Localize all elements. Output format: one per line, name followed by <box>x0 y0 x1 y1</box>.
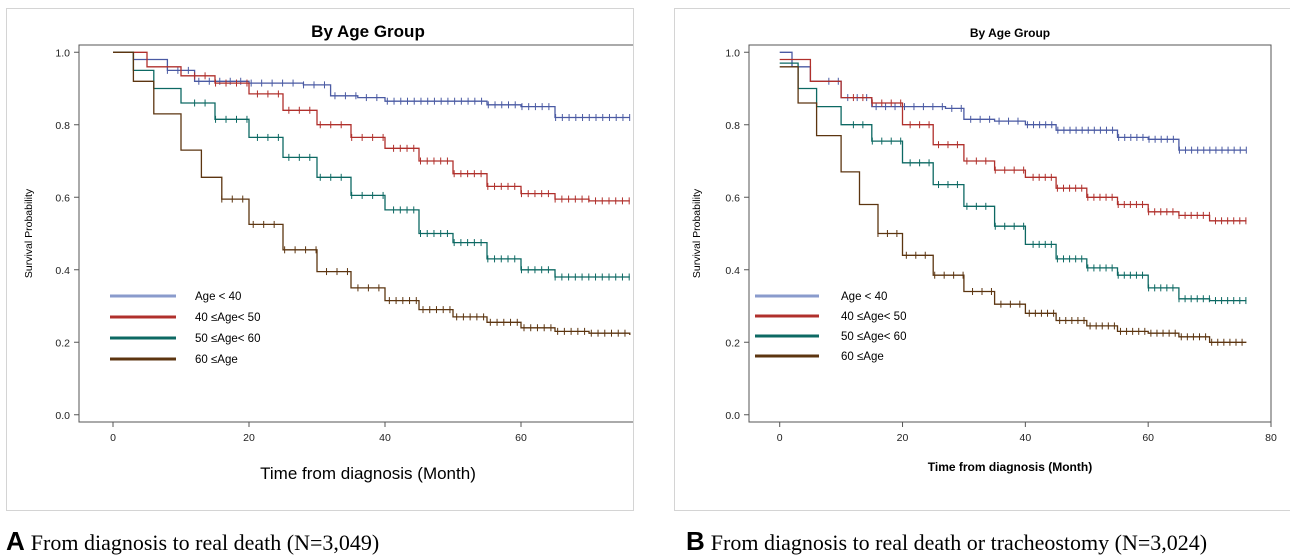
series-line <box>779 66 1247 343</box>
series-line <box>113 51 630 119</box>
y-tick-label: 1.0 <box>725 47 740 59</box>
y-axis-label: Survival Probability <box>691 188 703 278</box>
x-tick-label: 20 <box>243 432 255 444</box>
x-tick-label: 40 <box>379 432 391 444</box>
series-line <box>113 51 631 335</box>
legend-label: 50 ≤Age< 60 <box>195 333 260 345</box>
caption-text-a: From diagnosis to real death (N=3,049) <box>30 530 380 555</box>
plot-frame <box>748 44 1272 423</box>
y-tick-label: 0.0 <box>55 410 70 422</box>
x-tick-label: 0 <box>110 432 116 444</box>
plot-frame <box>78 44 633 423</box>
series-line <box>779 62 1247 302</box>
chart-svg-a: By Age Group0204060800.00.20.40.60.81.0T… <box>23 22 633 483</box>
legend-label: 60 ≤Age <box>195 354 238 366</box>
x-axis-label: Time from diagnosis (Month) <box>260 464 476 483</box>
chart-svg-b: By Age Group 0 20 40 60 80 0.0 0.2 0.4 0.6 0.8 1.0 T… <box>691 26 1277 474</box>
legend-label: 50 ≤Age< 60 <box>841 331 906 343</box>
x-tick-label: 60 <box>515 432 527 444</box>
x-tick-label: 60 <box>1142 432 1154 444</box>
y-tick-label: 0.4 <box>55 265 70 277</box>
chart-panel-a: By Age Group0204060800.00.20.40.60.81.0T… <box>6 8 634 511</box>
caption-text-b: From diagnosis to real death or tracheos… <box>710 530 1208 555</box>
x-tick-label: 20 <box>897 432 909 444</box>
x-tick-label: 40 <box>1020 432 1032 444</box>
y-axis-label: Survival Probability <box>23 188 35 278</box>
legend-label: 60 ≤Age <box>841 351 884 363</box>
chart-title: By Age Group <box>311 22 425 41</box>
caption-letter-a: A <box>6 526 25 556</box>
y-tick-label: 0.6 <box>725 192 740 204</box>
y-tick-label: 0.0 <box>725 410 740 422</box>
chart-title: By Age Group <box>970 26 1050 40</box>
y-tick-label: 0.4 <box>725 265 740 277</box>
x-axis-label: Time from diagnosis (Month) <box>928 460 1092 474</box>
legend-label: 40 ≤Age< 50 <box>195 312 260 324</box>
caption-letter-b: B <box>686 526 705 556</box>
y-tick-label: 0.2 <box>725 337 740 349</box>
y-tick-label: 0.6 <box>55 192 70 204</box>
y-tick-label: 0.8 <box>55 120 70 132</box>
y-tick-label: 0.2 <box>55 337 70 349</box>
x-tick-label: 80 <box>1265 432 1277 444</box>
series-line <box>779 51 1247 151</box>
caption-a: A From diagnosis to real death (N=3,049) <box>6 526 379 557</box>
y-tick-label: 1.0 <box>55 47 70 59</box>
y-tick-label: 0.8 <box>725 120 740 132</box>
x-tick-label: 0 <box>777 432 783 444</box>
legend-label: Age < 40 <box>841 291 887 303</box>
legend-label: Age < 40 <box>195 291 241 303</box>
caption-b: B From diagnosis to real death or tracheo… <box>686 526 1207 557</box>
chart-panel-b: By Age Group 0 20 40 60 80 0.0 0.2 0.4 0.6 0.8 1.0 T… <box>674 8 1290 511</box>
series-line <box>113 51 630 202</box>
series-line <box>113 51 630 278</box>
series-line <box>779 58 1247 222</box>
legend-label: 40 ≤Age< 50 <box>841 311 906 323</box>
